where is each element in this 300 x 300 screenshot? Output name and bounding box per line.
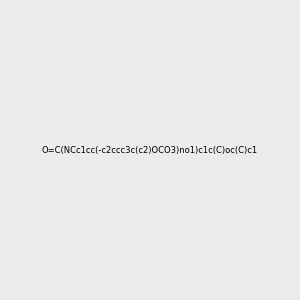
Text: O=C(NCc1cc(-c2ccc3c(c2)OCO3)no1)c1c(C)oc(C)c1: O=C(NCc1cc(-c2ccc3c(c2)OCO3)no1)c1c(C)oc… [42, 146, 258, 154]
